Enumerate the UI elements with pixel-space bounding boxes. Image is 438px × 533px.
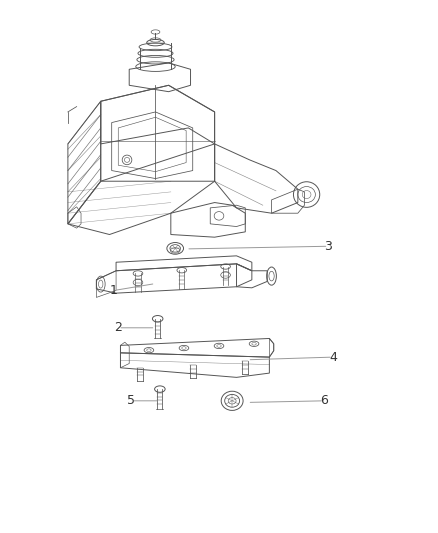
Text: 2: 2 [114,321,122,334]
Text: 1: 1 [110,284,118,297]
Text: 4: 4 [329,351,337,364]
Text: 3: 3 [325,240,332,253]
Text: 6: 6 [320,394,328,407]
Text: 5: 5 [127,394,135,407]
